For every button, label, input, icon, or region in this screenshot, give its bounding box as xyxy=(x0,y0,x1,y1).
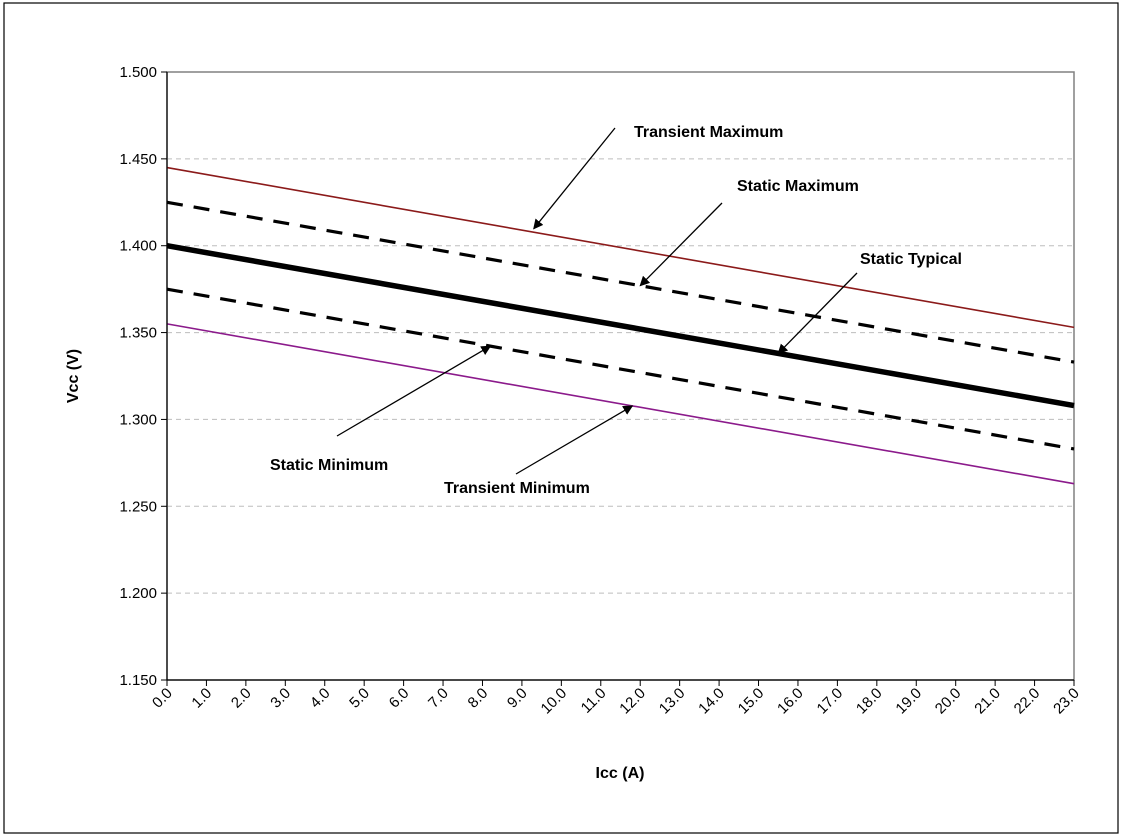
annotation-arrow xyxy=(336,345,492,437)
annotation-arrow xyxy=(533,127,616,230)
chart-frame xyxy=(3,2,1119,834)
y-tick-label: 1.250 xyxy=(119,498,157,515)
annotations: Transient Maximum Static Maximum Static Ty… xyxy=(270,124,962,497)
series-line-transient-maximum xyxy=(166,166,1075,329)
y-tick-label: 1.300 xyxy=(119,411,157,428)
annotation-arrow xyxy=(515,405,634,475)
gridlines xyxy=(167,158,1074,594)
y-tick-label: 1.350 xyxy=(119,325,157,342)
series-line-static-typical xyxy=(166,243,1075,409)
annotation-label: Static Typical xyxy=(860,251,962,268)
series-line-transient-minimum xyxy=(166,323,1075,485)
y-tick-label: 1.200 xyxy=(119,585,157,602)
series-group xyxy=(166,166,1075,485)
annotation-arrow xyxy=(639,202,723,287)
series-line-static-minimum xyxy=(166,287,1075,451)
x-axis-title: Icc (A) xyxy=(596,765,645,782)
annotation-label: Static Minimum xyxy=(270,457,388,474)
annotation-label: Transient Minimum xyxy=(444,480,590,497)
annotation-label: Static Maximum xyxy=(737,178,859,195)
y-axis-ticks: 1.150 1.200 1.250 1.300 1.350 1.400 1.450 1.500 xyxy=(119,64,167,689)
y-tick-label: 1.400 xyxy=(119,238,157,255)
annotation-label: Transient Maximum xyxy=(634,124,783,141)
y-axis-title: Vcc (V) xyxy=(65,349,82,403)
y-tick-label: 1.500 xyxy=(119,64,157,81)
annotation-arrow xyxy=(777,272,858,355)
y-tick-label: 1.450 xyxy=(119,151,157,168)
series-line-static-maximum xyxy=(166,200,1075,364)
y-tick-label: 1.150 xyxy=(119,672,157,689)
